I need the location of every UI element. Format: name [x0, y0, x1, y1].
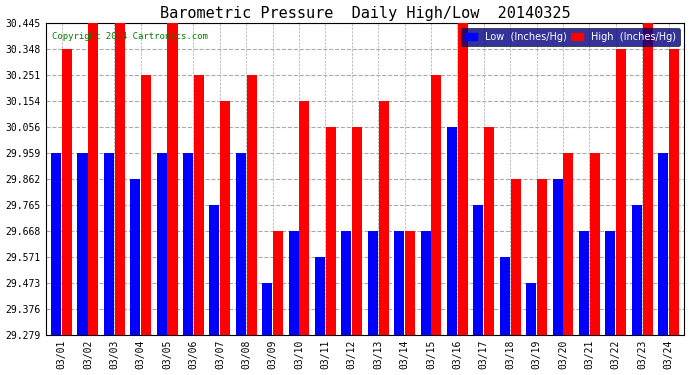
Bar: [632, 205, 642, 335]
Bar: [141, 75, 151, 335]
Bar: [194, 75, 204, 335]
Bar: [526, 283, 536, 335]
Text: Copyright 2014 Cartronics.com: Copyright 2014 Cartronics.com: [52, 33, 208, 42]
Bar: [484, 127, 494, 335]
Bar: [658, 153, 668, 335]
Bar: [564, 153, 573, 335]
Bar: [511, 179, 521, 335]
Bar: [405, 231, 415, 335]
Bar: [447, 127, 457, 335]
Bar: [157, 153, 167, 335]
Bar: [62, 49, 72, 335]
Bar: [368, 231, 378, 335]
Bar: [553, 179, 562, 335]
Bar: [273, 231, 283, 335]
Bar: [168, 23, 177, 335]
Bar: [473, 205, 484, 335]
Bar: [616, 49, 627, 335]
Bar: [458, 23, 468, 335]
Bar: [669, 49, 679, 335]
Bar: [431, 75, 442, 335]
Bar: [299, 101, 310, 335]
Bar: [51, 153, 61, 335]
Bar: [379, 101, 388, 335]
Bar: [579, 231, 589, 335]
Bar: [77, 153, 88, 335]
Bar: [605, 231, 615, 335]
Bar: [394, 231, 404, 335]
Bar: [315, 257, 325, 335]
Bar: [342, 231, 351, 335]
Legend: Low  (Inches/Hg), High  (Inches/Hg): Low (Inches/Hg), High (Inches/Hg): [462, 28, 680, 46]
Bar: [590, 153, 600, 335]
Bar: [88, 23, 99, 335]
Bar: [537, 179, 547, 335]
Bar: [246, 75, 257, 335]
Title: Barometric Pressure  Daily High/Low  20140325: Barometric Pressure Daily High/Low 20140…: [160, 6, 571, 21]
Bar: [500, 257, 510, 335]
Bar: [183, 153, 193, 335]
Bar: [642, 23, 653, 335]
Bar: [288, 231, 299, 335]
Bar: [326, 127, 336, 335]
Bar: [421, 231, 431, 335]
Bar: [262, 283, 273, 335]
Bar: [220, 101, 230, 335]
Bar: [210, 205, 219, 335]
Bar: [130, 179, 140, 335]
Bar: [353, 127, 362, 335]
Bar: [115, 23, 125, 335]
Bar: [236, 153, 246, 335]
Bar: [104, 153, 114, 335]
